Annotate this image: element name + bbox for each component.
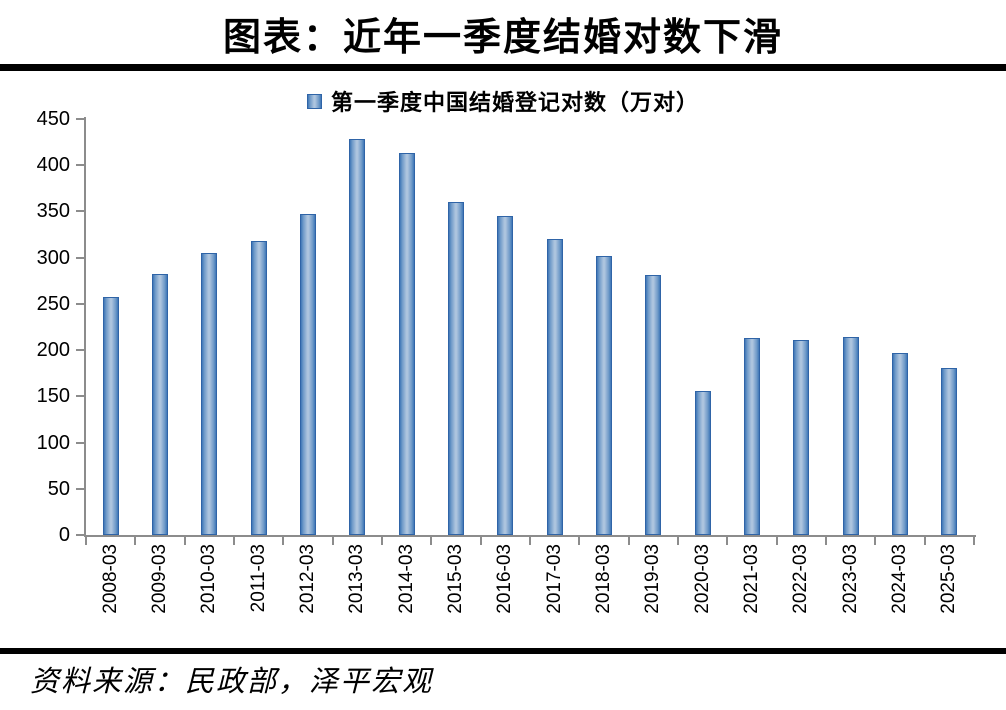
x-axis-label-2009-03: 2009-03 bbox=[149, 544, 170, 614]
x-axis-label-2020-03: 2020-03 bbox=[691, 544, 713, 614]
x-axis-label-2024-03: 2024-03 bbox=[889, 544, 910, 614]
x-tick-10 bbox=[578, 537, 581, 545]
bar-2009-03 bbox=[152, 274, 168, 535]
y-axis-label-150: 150 bbox=[36, 385, 70, 408]
x-tick-17 bbox=[923, 537, 926, 545]
legend: 第一季度中国结婚登记对数（万对） bbox=[0, 85, 1006, 117]
y-axis-label-100: 100 bbox=[36, 431, 70, 454]
x-tick-15 bbox=[825, 537, 827, 545]
y-axis-label-400: 400 bbox=[36, 154, 70, 177]
legend-swatch-icon bbox=[306, 93, 322, 109]
y-axis-label-200: 200 bbox=[36, 339, 70, 362]
bar-2023-03 bbox=[842, 336, 859, 535]
bar-2018-03 bbox=[596, 256, 612, 535]
bar-2016-03 bbox=[497, 216, 514, 535]
x-tick-7 bbox=[430, 537, 433, 545]
chart-title: 图表：近年一季度结婚对数下滑 bbox=[222, 17, 783, 59]
x-axis-label-2021-03: 2021-03 bbox=[741, 544, 762, 614]
x-axis-label-2014-03: 2014-03 bbox=[395, 544, 417, 614]
x-axis-label-2011-03: 2011-03 bbox=[247, 544, 269, 613]
x-axis-label-2008-03: 2008-03 bbox=[99, 544, 121, 614]
x-tick-6 bbox=[381, 537, 383, 545]
x-axis-label-2016-03: 2016-03 bbox=[494, 544, 516, 614]
y-tick-250 bbox=[76, 302, 84, 305]
y-axis-label-250: 250 bbox=[36, 292, 70, 315]
y-tick-150 bbox=[76, 395, 84, 398]
y-axis-label-350: 350 bbox=[36, 200, 70, 223]
top-divider-rule bbox=[0, 64, 1006, 71]
x-axis bbox=[84, 535, 976, 537]
x-tick-12 bbox=[677, 537, 679, 545]
bar-2019-03 bbox=[645, 274, 662, 535]
y-tick-300 bbox=[76, 256, 84, 259]
x-tick-9 bbox=[529, 537, 531, 545]
x-axis-label-2019-03: 2019-03 bbox=[642, 544, 664, 614]
y-tick-50 bbox=[76, 487, 84, 490]
bar-2008-03 bbox=[102, 296, 119, 535]
x-tick-0 bbox=[85, 537, 87, 545]
x-axis-label-2025-03: 2025-03 bbox=[938, 544, 960, 614]
y-tick-200 bbox=[76, 349, 84, 352]
x-tick-3 bbox=[233, 537, 235, 545]
bar-2013-03 bbox=[349, 139, 366, 535]
y-tick-400 bbox=[76, 164, 84, 167]
x-tick-8 bbox=[479, 537, 482, 545]
bar-2012-03 bbox=[300, 214, 316, 535]
bar-2015-03 bbox=[448, 202, 464, 535]
y-tick-350 bbox=[76, 210, 84, 213]
x-axis-label-2018-03: 2018-03 bbox=[593, 544, 614, 614]
bar-2010-03 bbox=[201, 252, 218, 535]
y-axis-label-50: 50 bbox=[47, 477, 70, 500]
y-tick-100 bbox=[76, 441, 84, 444]
x-tick-13 bbox=[726, 537, 729, 545]
x-axis-label-2022-03: 2022-03 bbox=[790, 544, 812, 614]
source-note: 资料来源：民政部，泽平宏观 bbox=[30, 666, 434, 698]
x-tick-14 bbox=[775, 537, 778, 545]
bar-2017-03 bbox=[546, 239, 563, 535]
x-tick-16 bbox=[874, 537, 877, 545]
x-tick-4 bbox=[282, 537, 285, 545]
bottom-divider-rule bbox=[0, 648, 1006, 654]
x-tick-1 bbox=[134, 537, 137, 545]
y-axis-label-0: 0 bbox=[58, 524, 70, 546]
y-axis-label-450: 450 bbox=[36, 108, 70, 130]
bar-2011-03 bbox=[250, 241, 267, 535]
x-axis-label-2010-03: 2010-03 bbox=[198, 544, 220, 614]
x-tick-2 bbox=[183, 537, 186, 545]
bar-2014-03 bbox=[398, 153, 415, 535]
bar-2021-03 bbox=[744, 337, 760, 535]
legend-label: 第一季度中国结婚登记对数（万对） bbox=[330, 90, 699, 115]
x-tick-11 bbox=[627, 537, 630, 545]
x-axis-label-2013-03: 2013-03 bbox=[346, 544, 368, 614]
y-tick-450 bbox=[76, 118, 84, 120]
y-tick-0 bbox=[76, 534, 84, 536]
x-axis-label-2017-03: 2017-03 bbox=[543, 544, 565, 614]
x-axis-label-2023-03: 2023-03 bbox=[839, 544, 861, 614]
x-axis-label-2012-03: 2012-03 bbox=[297, 544, 318, 614]
x-tick-18 bbox=[973, 537, 975, 545]
bar-2024-03 bbox=[892, 352, 908, 535]
x-axis-label-2015-03: 2015-03 bbox=[445, 544, 466, 614]
bar-2025-03 bbox=[941, 367, 958, 535]
y-axis bbox=[84, 117, 86, 537]
y-axis-label-300: 300 bbox=[36, 246, 70, 269]
bar-2022-03 bbox=[793, 340, 810, 535]
x-tick-5 bbox=[331, 537, 334, 545]
bar-2020-03 bbox=[694, 391, 711, 535]
